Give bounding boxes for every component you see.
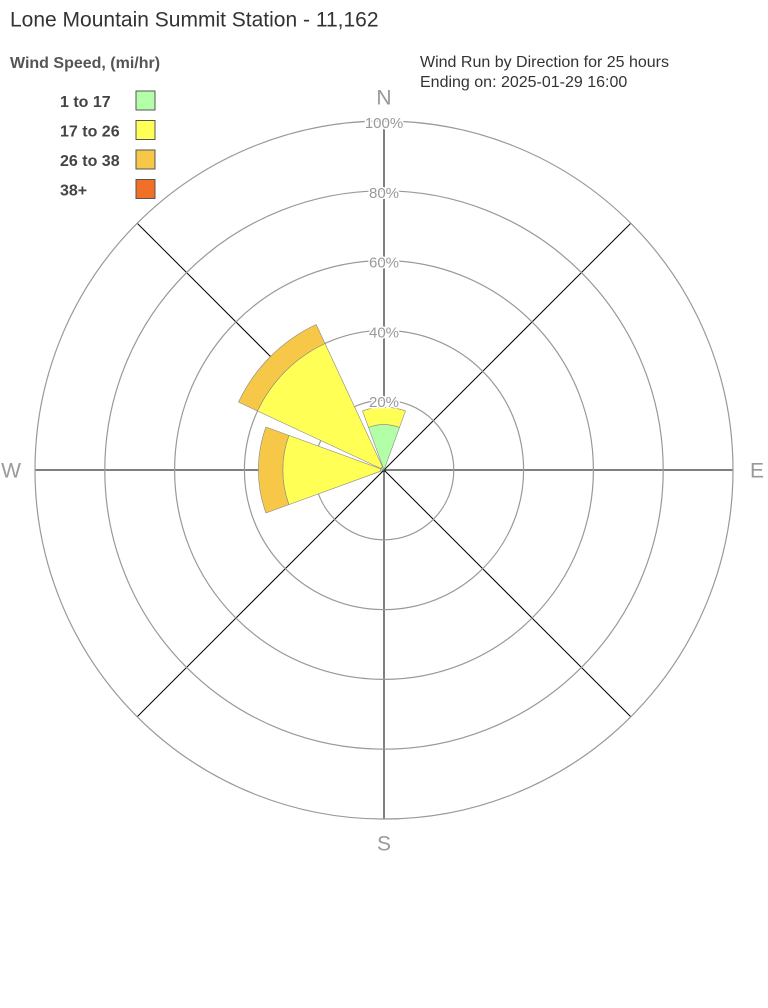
wedge bbox=[238, 324, 326, 412]
legend-swatch bbox=[135, 149, 156, 170]
r-tick-label: 40% bbox=[369, 324, 399, 341]
legend-label: 1 to 17 bbox=[60, 94, 111, 111]
r-tick-label: 20% bbox=[369, 394, 399, 411]
subtitle: Wind Run by Direction for 25 hours bbox=[420, 54, 669, 71]
legend-label: 38+ bbox=[60, 183, 87, 200]
legend-swatch bbox=[135, 120, 156, 140]
r-tick-label: 100% bbox=[365, 115, 403, 132]
wedge bbox=[258, 426, 290, 514]
wedge bbox=[362, 406, 406, 428]
grid-ring bbox=[34, 120, 734, 820]
grid-ring bbox=[104, 190, 664, 750]
r-tick-label: 60% bbox=[369, 255, 399, 272]
direction-label: E bbox=[750, 460, 764, 483]
grid-ring bbox=[243, 329, 525, 611]
direction-label: W bbox=[1, 460, 21, 483]
spoke bbox=[383, 469, 632, 718]
subtitle: Ending on: 2025-01-29 16:00 bbox=[420, 74, 627, 91]
r-tick-label: 80% bbox=[369, 185, 399, 202]
legend-label: 17 to 26 bbox=[60, 124, 120, 141]
legend-swatch bbox=[135, 90, 156, 111]
legend-title: Wind Speed, (mi/hr) bbox=[10, 55, 160, 72]
grid-ring bbox=[174, 260, 594, 680]
legend-swatch bbox=[135, 179, 156, 199]
spoke bbox=[136, 469, 385, 718]
direction-label: N bbox=[376, 87, 391, 110]
spoke bbox=[383, 222, 632, 471]
chart-title: Lone Mountain Summit Station - 11,162 bbox=[10, 9, 379, 32]
legend-label: 26 to 38 bbox=[60, 153, 120, 170]
direction-label: S bbox=[377, 833, 391, 856]
